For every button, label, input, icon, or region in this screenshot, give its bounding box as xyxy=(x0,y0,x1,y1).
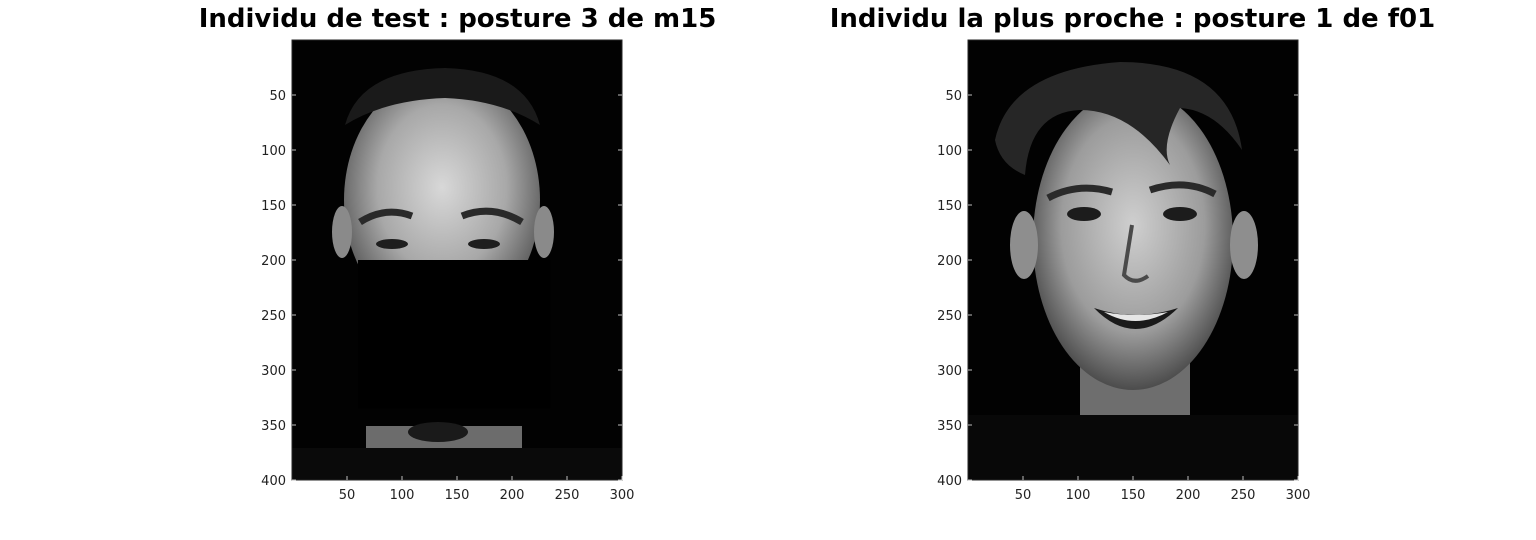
left-x-tick-label: 300 xyxy=(610,488,635,503)
left-x-tick-label: 100 xyxy=(390,488,415,503)
left-eyebrow-right xyxy=(460,207,524,226)
right-y-tick-label: 350 xyxy=(937,419,962,434)
right-x-tick-label: 250 xyxy=(1231,488,1256,503)
right-x-tick-label: 300 xyxy=(1286,488,1311,503)
right-panel-title: Individu la plus proche : posture 1 de f… xyxy=(829,4,1436,34)
left-y-tick-label: 400 xyxy=(261,474,286,489)
left-eye-left xyxy=(376,239,408,249)
left-eye-right xyxy=(468,239,500,249)
right-y-tick-label: 100 xyxy=(937,144,962,159)
left-y-tick-label: 350 xyxy=(261,419,286,434)
left-ear-right xyxy=(534,206,554,258)
left-ear-left xyxy=(332,206,352,258)
right-y-tick-label: 250 xyxy=(937,309,962,324)
right-nose xyxy=(1121,224,1150,283)
right-ear-right xyxy=(1230,211,1258,279)
right-x-tick-label: 50 xyxy=(1015,488,1032,503)
right-teeth xyxy=(1104,312,1168,321)
right-face-skin xyxy=(1033,90,1233,390)
right-y-tick-label: 50 xyxy=(945,89,962,104)
left-x-tick-label: 200 xyxy=(500,488,525,503)
right-bottom-band xyxy=(968,415,1298,480)
left-y-tick-label: 300 xyxy=(261,364,286,379)
left-y-tick-label: 250 xyxy=(261,309,286,324)
right-y-tick-label: 300 xyxy=(937,364,962,379)
left-y-tick-label: 150 xyxy=(261,199,286,214)
left-image-axes xyxy=(292,40,622,480)
right-y-tick-label: 150 xyxy=(937,199,962,214)
right-face-image xyxy=(968,62,1298,480)
left-y-tick-label: 200 xyxy=(261,254,286,269)
right-ear-left xyxy=(1010,211,1038,279)
right-y-tick-label: 400 xyxy=(937,474,962,489)
left-x-tick-label: 50 xyxy=(339,488,356,503)
right-eye-right xyxy=(1163,207,1197,221)
axes-overlay: 50 100 150 200 250 300 50 100 150 200 250 300 350 400… xyxy=(261,39,1311,503)
right-x-tick-label: 100 xyxy=(1066,488,1091,503)
right-x-tick-label: 150 xyxy=(1121,488,1146,503)
left-eyebrow-left xyxy=(358,208,414,226)
left-bottom-band xyxy=(292,448,622,480)
left-x-tick-label: 250 xyxy=(555,488,580,503)
left-y-tick-label: 50 xyxy=(269,89,286,104)
left-occlusion-block xyxy=(358,260,551,409)
right-x-tick-label: 200 xyxy=(1176,488,1201,503)
right-eye-left xyxy=(1067,207,1101,221)
left-panel-title: Individu de test : posture 3 de m15 xyxy=(198,4,717,34)
right-eyebrow-right xyxy=(1148,181,1217,198)
right-eyebrow-left xyxy=(1046,184,1113,202)
left-hair xyxy=(345,68,540,125)
left-y-tick-label: 100 xyxy=(261,144,286,159)
right-image-axes xyxy=(968,40,1298,480)
left-chin-shadow xyxy=(408,422,468,442)
right-hair xyxy=(995,62,1242,175)
left-x-tick-label: 150 xyxy=(445,488,470,503)
right-y-tick-label: 200 xyxy=(937,254,962,269)
